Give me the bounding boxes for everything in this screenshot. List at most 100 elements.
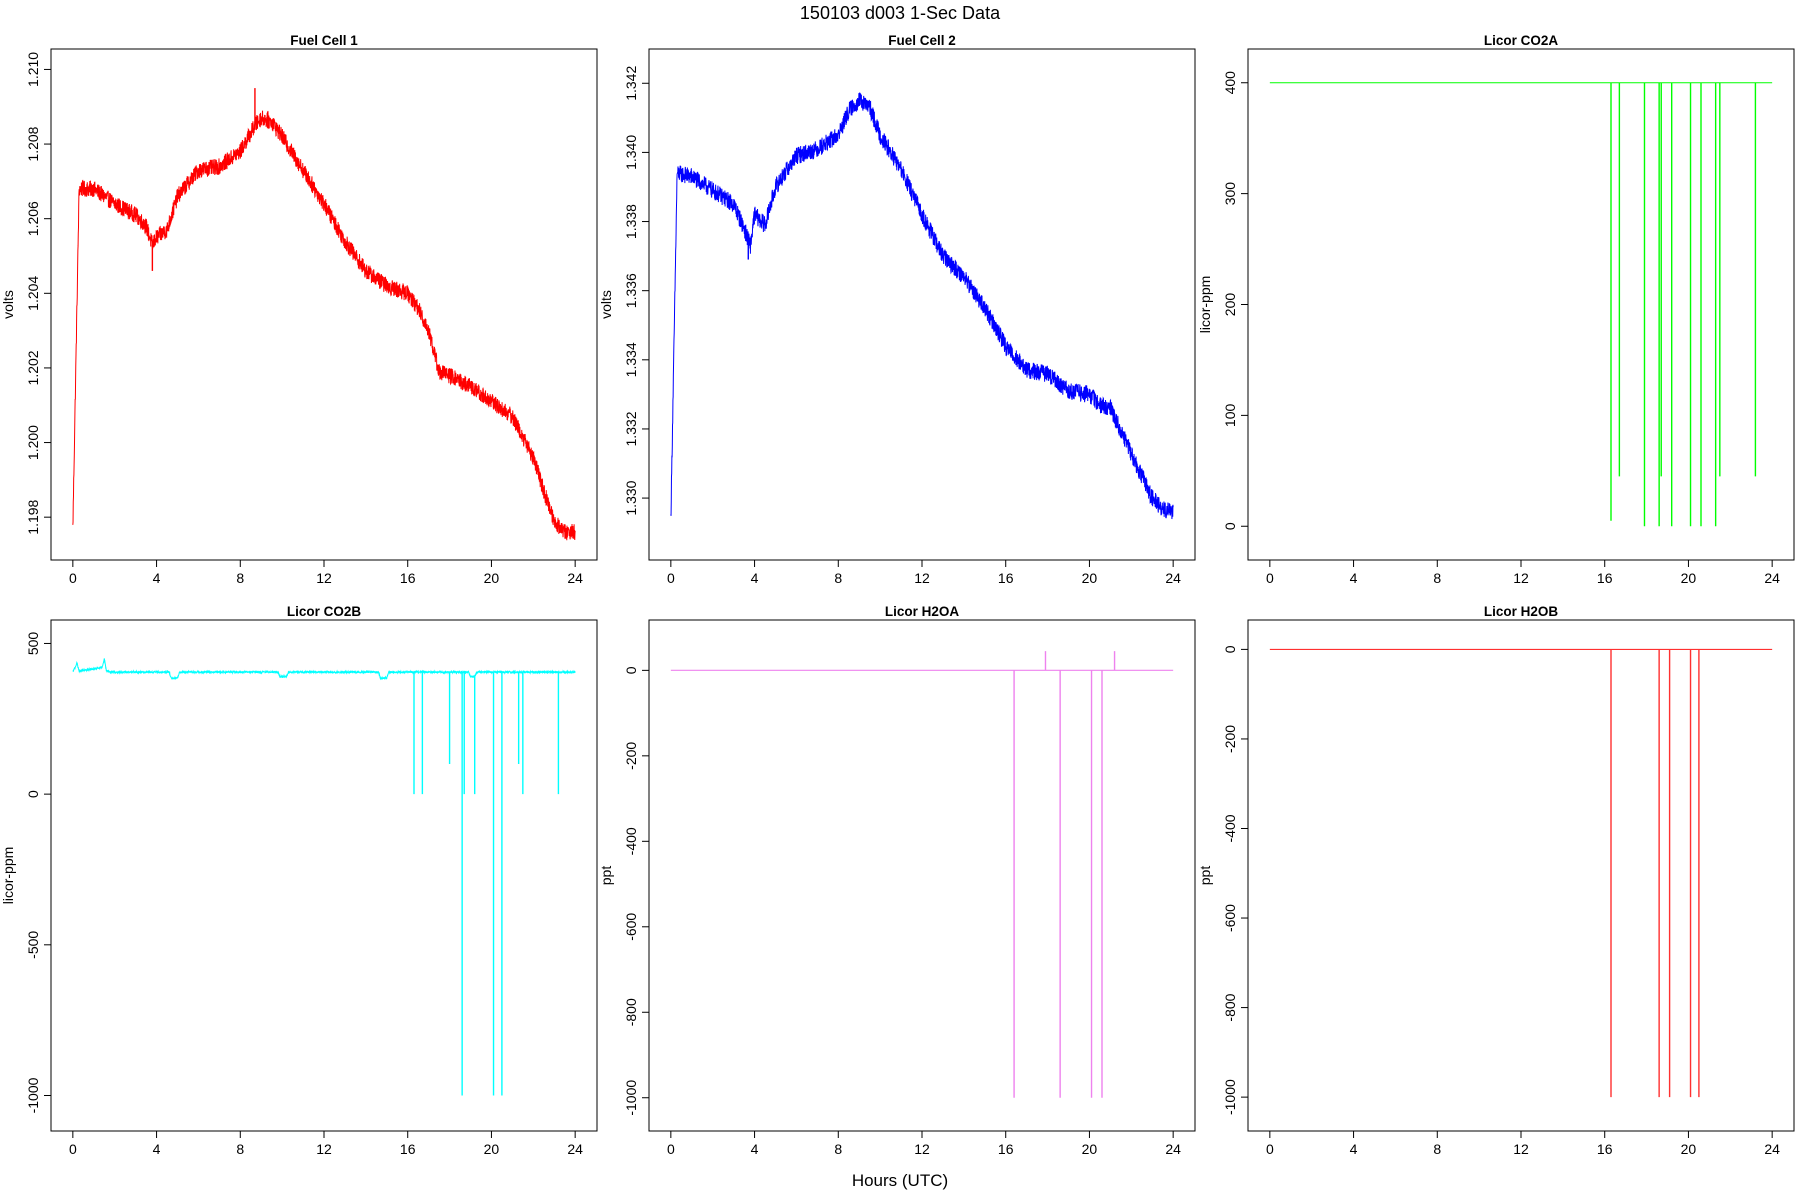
- panel-4: Licor CO2B licor-ppm 0 4 8 12 16 20 24 -1000 -500 0…: [0, 604, 598, 1157]
- y-tick-label: 0: [25, 790, 41, 798]
- x-tick-label: 12: [1513, 1141, 1529, 1157]
- y-axis-label: licor-ppm: [0, 847, 16, 905]
- x-tick-label: 8: [1433, 1141, 1441, 1157]
- panel-title: Licor CO2B: [287, 604, 362, 619]
- x-tick-label: 12: [316, 1141, 332, 1157]
- y-tick-label: -1000: [25, 1077, 41, 1113]
- x-tick-label: 16: [998, 1141, 1014, 1157]
- plot-frame: [50, 619, 598, 1132]
- y-tick-label: 100: [1222, 403, 1238, 427]
- y-tick-label: 300: [1222, 182, 1238, 206]
- panel-5: Licor H2OA ppt 0 4 8 12 16 20 24 -1000 -800 -600 -40…: [598, 604, 1196, 1157]
- x-tick-label: 16: [400, 1141, 416, 1157]
- x-tick-label: 8: [236, 1141, 244, 1157]
- y-tick-label: 1.204: [25, 276, 41, 311]
- x-tick-label: 4: [1350, 570, 1358, 586]
- y-tick-label: -600: [1222, 904, 1238, 932]
- y-tick-label: -600: [623, 913, 639, 941]
- x-tick-label: 0: [69, 1141, 77, 1157]
- y-tick-label: -200: [623, 742, 639, 770]
- x-tick-label: 24: [1165, 1141, 1181, 1157]
- x-tick-label: 4: [1350, 1141, 1358, 1157]
- panel-title: Fuel Cell 1: [290, 33, 358, 48]
- series-line: [72, 110, 576, 541]
- y-tick-label: -400: [1222, 814, 1238, 842]
- x-tick-label: 20: [484, 1141, 500, 1157]
- panel-title: Fuel Cell 2: [888, 33, 956, 48]
- x-tick-label: 20: [1082, 570, 1098, 586]
- y-axis-label: volts: [0, 290, 16, 319]
- x-tick-label: 12: [914, 570, 930, 586]
- panel-3: Licor CO2A licor-ppm 0 4 8 12 16 20 24 0 100 200 300…: [1197, 33, 1795, 586]
- plot-frame: [1247, 619, 1795, 1132]
- y-tick-label: -400: [623, 827, 639, 855]
- series-line: [670, 92, 1174, 520]
- y-tick-label: 500: [25, 632, 41, 656]
- x-tick-label: 0: [667, 1141, 675, 1157]
- y-tick-label: 1.336: [623, 273, 639, 308]
- x-tick-label: 12: [1513, 570, 1529, 586]
- x-tick-label: 8: [236, 570, 244, 586]
- y-tick-label: 1.340: [623, 135, 639, 170]
- panels-group: Fuel Cell 1 volts 0 4 8 12 16 20 24 1.198 1.200 1.2…: [0, 33, 1795, 1157]
- x-tick-label: 20: [484, 570, 500, 586]
- y-tick-label: 1.198: [25, 499, 41, 534]
- x-tick-label: 20: [1681, 1141, 1697, 1157]
- y-tick-label: 1.200: [25, 425, 41, 460]
- x-tick-label: 24: [1764, 1141, 1780, 1157]
- y-tick-label: 1.210: [25, 52, 41, 87]
- x-tick-label: 8: [834, 1141, 842, 1157]
- x-tick-label: 20: [1681, 570, 1697, 586]
- x-tick-label: 24: [1764, 570, 1780, 586]
- x-tick-label: 16: [400, 570, 416, 586]
- x-tick-label: 4: [751, 1141, 759, 1157]
- x-tick-label: 0: [1266, 1141, 1274, 1157]
- x-tick-label: 4: [153, 1141, 161, 1157]
- x-tick-label: 4: [751, 570, 759, 586]
- x-tick-label: 4: [153, 570, 161, 586]
- y-axis-label: ppt: [1197, 866, 1213, 886]
- x-tick-label: 16: [998, 570, 1014, 586]
- x-tick-label: 24: [1165, 570, 1181, 586]
- series-line: [72, 658, 576, 681]
- x-tick-label: 12: [316, 570, 332, 586]
- y-tick-label: 1.332: [623, 411, 639, 446]
- y-axis-label: licor-ppm: [1197, 276, 1213, 334]
- y-tick-label: 0: [1222, 645, 1238, 653]
- x-tick-label: 16: [1597, 570, 1613, 586]
- plot-frame: [648, 619, 1196, 1132]
- y-tick-label: 400: [1222, 71, 1238, 95]
- plot-frame: [50, 48, 598, 561]
- y-tick-label: -800: [1222, 993, 1238, 1021]
- x-tick-label: 0: [667, 570, 675, 586]
- plot-frame: [1247, 48, 1795, 561]
- y-tick-label: 1.208: [25, 126, 41, 161]
- y-tick-label: 0: [1222, 522, 1238, 530]
- y-tick-label: 1.330: [623, 480, 639, 515]
- figure-x-axis-label: Hours (UTC): [852, 1171, 948, 1190]
- y-tick-label: 1.342: [623, 66, 639, 101]
- y-tick-label: 1.206: [25, 201, 41, 236]
- x-tick-label: 0: [1266, 570, 1274, 586]
- y-tick-label: 1.334: [623, 342, 639, 377]
- panel-1: Fuel Cell 1 volts 0 4 8 12 16 20 24 1.198 1.200 1.2…: [0, 33, 598, 586]
- x-tick-label: 8: [834, 570, 842, 586]
- panel-2: Fuel Cell 2 volts 0 4 8 12 16 20 24 1.330 1.332 1.3…: [598, 33, 1196, 586]
- plot-frame: [648, 48, 1196, 561]
- y-axis-label: ppt: [598, 866, 614, 886]
- panel-6: Licor H2OB ppt 0 4 8 12 16 20 24 -1000 -800 -600 -40…: [1197, 604, 1795, 1157]
- y-tick-label: 1.202: [25, 350, 41, 385]
- x-tick-label: 12: [914, 1141, 930, 1157]
- x-tick-label: 0: [69, 570, 77, 586]
- y-tick-label: 1.338: [623, 204, 639, 239]
- x-tick-label: 8: [1433, 570, 1441, 586]
- panel-title: Licor CO2A: [1484, 33, 1559, 48]
- y-tick-label: -1000: [623, 1080, 639, 1116]
- x-tick-label: 20: [1082, 1141, 1098, 1157]
- y-tick-label: -500: [25, 931, 41, 959]
- y-tick-label: -1000: [1222, 1079, 1238, 1115]
- panel-title: Licor H2OA: [885, 604, 960, 619]
- x-tick-label: 24: [567, 1141, 583, 1157]
- y-tick-label: -800: [623, 998, 639, 1026]
